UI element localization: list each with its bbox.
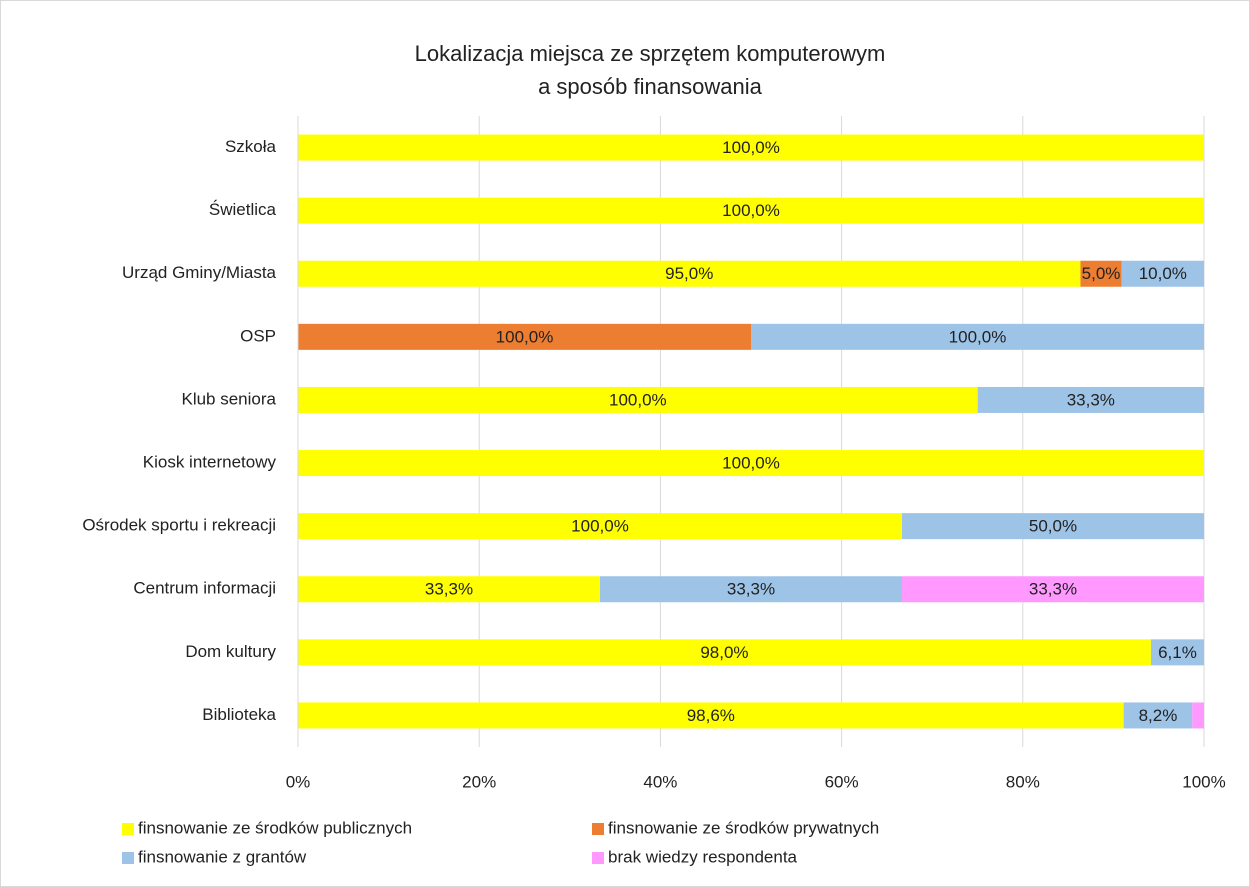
- data-label: 95,0%: [665, 264, 713, 283]
- x-tick-label: 0%: [286, 772, 311, 791]
- x-tick-label: 80%: [1006, 772, 1040, 791]
- data-label: 5,0%: [1082, 264, 1121, 283]
- chart-title: a sposób finansowania: [538, 74, 763, 99]
- chart-title: Lokalizacja miejsca ze sprzętem komputer…: [415, 41, 886, 66]
- bar-segment: [298, 639, 1151, 666]
- data-label: 98,6%: [687, 706, 735, 725]
- data-label: 100,0%: [949, 327, 1007, 346]
- bar-segment: [902, 576, 1204, 603]
- bar-segment: [298, 197, 1204, 224]
- y-tick-label: Klub seniora: [181, 389, 276, 408]
- legend-label: finsnowanie z grantów: [138, 847, 307, 866]
- bar-segment: [977, 386, 1204, 413]
- data-label: 100,0%: [496, 327, 554, 346]
- y-tick-label: OSP: [240, 326, 276, 345]
- data-label: 50,0%: [1029, 517, 1077, 536]
- bar-segment: [1192, 702, 1204, 729]
- y-tick-label: Dom kultury: [185, 642, 276, 661]
- bar-segment: [1123, 702, 1193, 729]
- legend-label: finsnowanie ze środków prywatnych: [608, 818, 879, 837]
- data-label: 100,0%: [609, 390, 667, 409]
- bar-segment: [1150, 639, 1204, 666]
- bar-segment: [1121, 260, 1204, 287]
- y-tick-label: Świetlica: [209, 200, 277, 219]
- bar-segment: [298, 323, 751, 350]
- legend-label: brak wiedzy respondenta: [608, 847, 798, 866]
- bar-segment: [298, 386, 978, 413]
- data-label: 33,3%: [1067, 390, 1115, 409]
- data-label: 6,1%: [1158, 643, 1197, 662]
- legend-swatch: [122, 852, 134, 864]
- data-label: 100,0%: [722, 138, 780, 157]
- data-label: 10,0%: [1139, 264, 1187, 283]
- legend-swatch: [122, 823, 134, 835]
- legend-label: finsnowanie ze środków publicznych: [138, 818, 412, 837]
- y-tick-label: Centrum informacji: [133, 579, 276, 598]
- x-tick-label: 40%: [643, 772, 677, 791]
- y-tick-label: Ośrodek sportu i rekreacji: [82, 516, 276, 535]
- data-label: 33,3%: [1029, 580, 1077, 599]
- y-tick-label: Szkoła: [225, 137, 277, 156]
- data-label: 8,2%: [1139, 706, 1178, 725]
- bar-segment: [298, 450, 1204, 477]
- data-label: 98,0%: [700, 643, 748, 662]
- x-tick-label: 20%: [462, 772, 496, 791]
- bar-segment: [298, 260, 1081, 287]
- y-tick-label: Biblioteka: [202, 705, 276, 724]
- bar-segment: [751, 323, 1204, 350]
- legend-swatch: [592, 823, 604, 835]
- data-label: 100,0%: [571, 517, 629, 536]
- bar-segment: [298, 702, 1124, 729]
- bar-segment: [902, 513, 1204, 540]
- bar-segment: [1080, 260, 1122, 287]
- x-tick-label: 60%: [825, 772, 859, 791]
- y-tick-label: Kiosk internetowy: [143, 453, 277, 472]
- x-tick-label: 100%: [1182, 772, 1225, 791]
- data-label: 100,0%: [722, 201, 780, 220]
- bar-segment: [298, 513, 902, 540]
- y-tick-label: Urząd Gminy/Miasta: [122, 263, 277, 282]
- data-label: 33,3%: [727, 580, 775, 599]
- data-label: 33,3%: [425, 580, 473, 599]
- bar-segment: [298, 576, 600, 603]
- bar-segment: [600, 576, 902, 603]
- data-label: 100,0%: [722, 454, 780, 473]
- bar-segment: [298, 134, 1204, 161]
- legend-swatch: [592, 852, 604, 864]
